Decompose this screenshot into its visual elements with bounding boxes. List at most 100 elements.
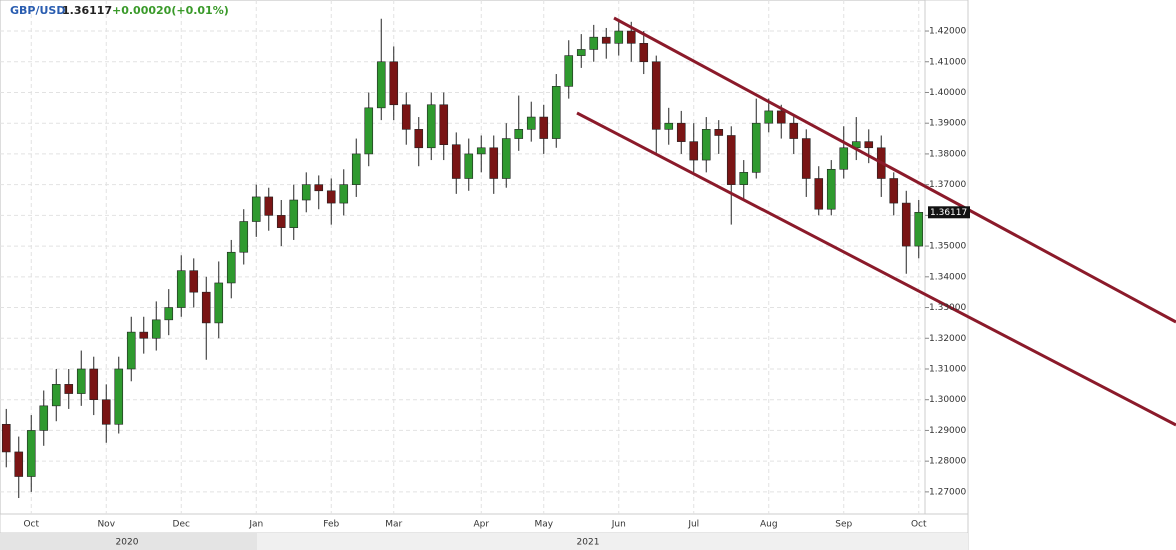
candle-body [676, 122, 686, 142]
y-tick-label: 1.27000 [929, 487, 966, 497]
candle-body [26, 430, 36, 477]
x-tick-label: Jun [611, 520, 626, 530]
candle-body [489, 147, 499, 179]
candle-body [376, 61, 386, 109]
x-tick-label: Sep [835, 520, 852, 530]
candle-body [726, 135, 736, 185]
y-tick-label: 1.35000 [929, 242, 966, 252]
candle-body [76, 368, 86, 394]
x-tick-label: Jan [248, 520, 263, 530]
candle-body [739, 172, 749, 185]
candle-body [476, 147, 486, 155]
candle-body [689, 141, 699, 161]
price-tag-label: 1.36117 [930, 208, 967, 218]
candle-body [1, 423, 11, 453]
y-tick-label: 1.33000 [929, 303, 966, 313]
y-tick-label: 1.40000 [929, 88, 966, 98]
candle-body [839, 147, 849, 170]
candle-body [301, 184, 311, 201]
x-tick-label: Mar [385, 520, 402, 530]
price: 1.36117 [62, 4, 112, 17]
candle-body [151, 319, 161, 339]
y-tick-label: 1.42000 [929, 27, 966, 37]
candle-body [826, 168, 836, 210]
plot-area [0, 0, 926, 515]
x-tick-label: May [534, 520, 553, 530]
candle-body [664, 122, 674, 130]
candle-body [239, 221, 249, 253]
candle-body [414, 129, 424, 149]
candle-body [14, 451, 24, 477]
candle-body [589, 36, 599, 50]
year-band [257, 533, 968, 550]
candle-body [164, 307, 174, 321]
candle-body [389, 61, 399, 106]
y-tick-label: 1.37000 [929, 180, 966, 190]
candle-body [264, 196, 274, 216]
candle-body [214, 282, 224, 324]
candle-body [889, 178, 899, 204]
candle-body [701, 129, 711, 161]
candle-body [276, 215, 286, 228]
candle-body [539, 116, 549, 139]
candle-body [226, 251, 236, 284]
y-tick-label: 1.28000 [929, 457, 966, 467]
candle-body [126, 331, 136, 370]
candle-body [351, 153, 361, 185]
x-tick-label: Oct [911, 520, 927, 530]
candle-body [764, 110, 774, 124]
candle-body [551, 86, 561, 139]
candle-body [251, 196, 261, 222]
trend-line [613, 16, 1176, 324]
candle-body [639, 43, 649, 63]
x-tick-label: Jul [687, 520, 699, 530]
x-tick-label: Aug [760, 520, 778, 530]
candle-body [714, 129, 724, 136]
candle-body [564, 55, 574, 87]
y-tick-label: 1.38000 [929, 149, 966, 159]
candle-body [314, 184, 324, 192]
candle-body [426, 104, 436, 149]
candle-body [401, 104, 411, 130]
candle-body [326, 190, 336, 204]
year-band [0, 533, 257, 550]
candle-body [189, 270, 199, 293]
candle-body [626, 30, 636, 44]
y-tick-label: 1.41000 [929, 57, 966, 67]
change: +0.00020(+0.01%) [112, 4, 229, 17]
candle-body [501, 138, 511, 179]
y-tick-label: 1.30000 [929, 395, 966, 405]
year-label: 2021 [577, 538, 600, 548]
candle-body [101, 399, 111, 425]
y-tick-label: 1.39000 [929, 119, 966, 129]
candle-body [51, 384, 61, 407]
x-tick-label: Apr [473, 520, 489, 530]
candle-body [651, 61, 661, 130]
candle-body [801, 138, 811, 179]
candle-body [901, 202, 911, 247]
candle-body [139, 331, 149, 339]
candle-body [751, 122, 761, 173]
candle-body [89, 368, 99, 401]
candle-body [814, 178, 824, 210]
y-tick-label: 1.34000 [929, 272, 966, 282]
y-tick-label: 1.32000 [929, 334, 966, 344]
x-tick-label: Nov [97, 520, 115, 530]
candle-body [789, 122, 799, 139]
candle-body [526, 116, 536, 130]
candle-body [364, 107, 374, 155]
y-tick-label: 1.29000 [929, 426, 966, 436]
candle-body [114, 368, 124, 425]
candle-body [176, 270, 186, 308]
candle-body [64, 384, 74, 394]
candle-body [601, 36, 611, 44]
candle-body [576, 49, 586, 56]
trend-line [576, 111, 1176, 427]
candle-body [914, 211, 924, 247]
symbol: GBP/USD [10, 4, 65, 17]
price-tag [928, 206, 970, 219]
year-label: 2020 [116, 538, 139, 548]
candle-body [339, 184, 349, 204]
candle-body [201, 291, 211, 324]
